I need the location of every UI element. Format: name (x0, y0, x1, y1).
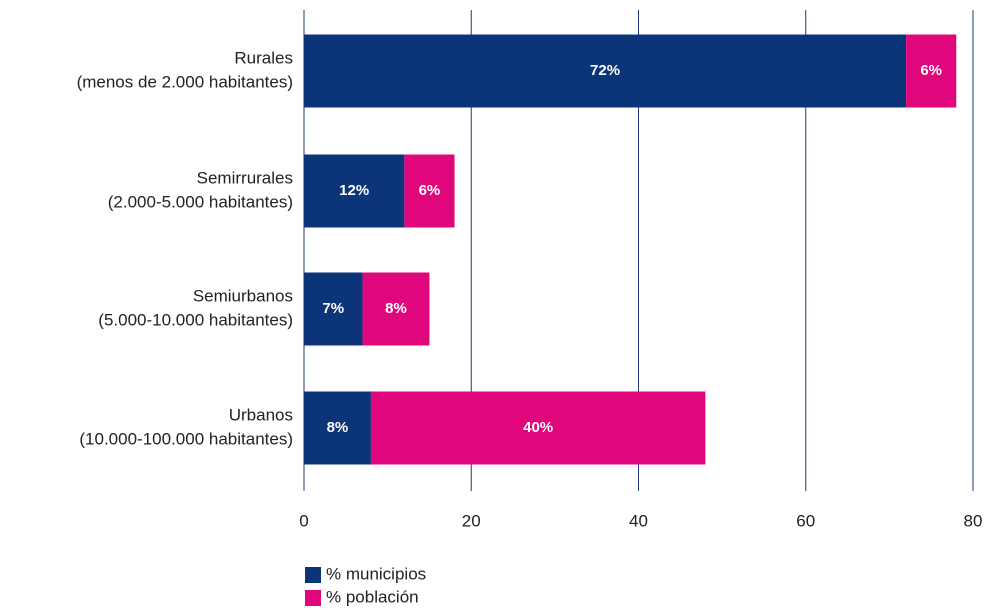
value-label: 72% (590, 62, 620, 79)
x-tick-label: 20 (462, 511, 481, 530)
value-label: 6% (419, 182, 441, 199)
legend-label: % población (326, 587, 419, 606)
x-tick-label: 40 (629, 511, 648, 530)
legend-swatch (305, 590, 321, 606)
x-tick-label: 60 (796, 511, 815, 530)
x-tick-label: 0 (299, 511, 308, 530)
value-label: 40% (523, 419, 553, 436)
category-label: Semirrurales (197, 168, 293, 187)
value-label: 8% (385, 300, 407, 317)
category-label: Urbanos (229, 405, 293, 424)
bar (362, 272, 430, 346)
value-label: 6% (920, 62, 942, 79)
value-label: 12% (339, 182, 369, 199)
category-label: Semiurbanos (193, 286, 293, 305)
bar (404, 154, 455, 228)
bar (304, 391, 371, 465)
x-tick-label: 80 (964, 511, 983, 530)
bar (304, 154, 405, 228)
value-label: 7% (322, 300, 344, 317)
category-label: (5.000-10.000 habitantes) (98, 310, 293, 329)
category-label: (menos de 2.000 habitantes) (77, 72, 293, 91)
value-label: 8% (327, 419, 349, 436)
bar (304, 34, 907, 108)
legend-swatch (305, 567, 321, 583)
category-label: (2.000-5.000 habitantes) (108, 192, 293, 211)
legend-label: % municipios (326, 564, 426, 583)
bar (304, 272, 363, 346)
bar (906, 34, 957, 108)
category-label: Rurales (234, 48, 293, 67)
bar (370, 391, 706, 465)
category-label: (10.000-100.000 habitantes) (79, 429, 293, 448)
